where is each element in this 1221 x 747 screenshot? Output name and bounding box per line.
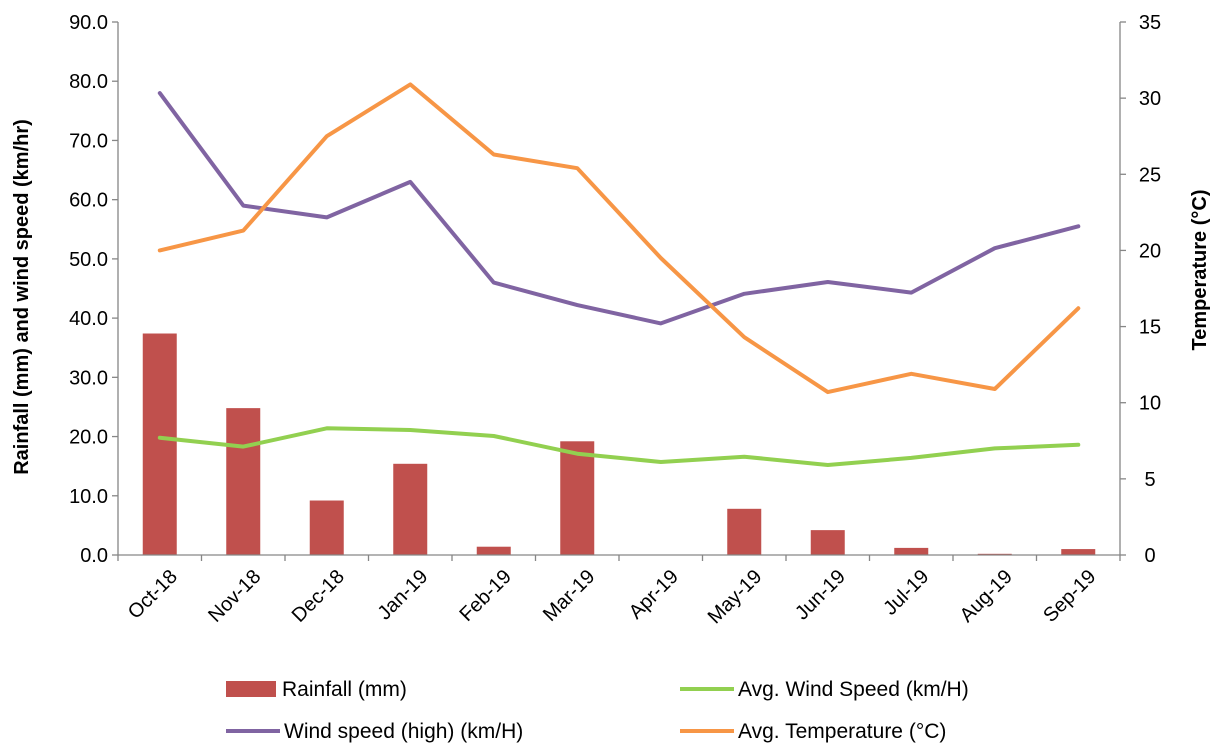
x-tick-label: Jan-19: [374, 566, 433, 625]
x-tick-label: Mar-19: [539, 566, 599, 626]
x-tick-label: May-19: [704, 566, 767, 629]
x-tick-label: Dec-18: [288, 566, 349, 627]
x-tick-label: Jul-19: [879, 566, 933, 620]
x-tick-label: Apr-19: [625, 566, 683, 624]
y-tick-label: 20.0: [69, 427, 108, 449]
rainfall-bar: [894, 547, 929, 555]
rainfall-bar: [1061, 549, 1096, 555]
y-tick-label: 60.0: [69, 190, 108, 212]
rainfall-bar: [142, 333, 177, 555]
y2-tick-label: 10: [1139, 393, 1161, 415]
y2-tick-label: 0: [1144, 545, 1155, 567]
axes: [112, 21, 1126, 561]
y-axis-title: Rainfall (mm) and wind speed (km/hr): [11, 119, 33, 475]
legend-swatch: [226, 681, 276, 697]
x-tick-label: Aug-19: [956, 566, 1017, 627]
series-line: [157, 82, 1081, 395]
y2-tick-label: 35: [1139, 12, 1161, 34]
y-tick-label: 0.0: [80, 545, 108, 567]
rainfall-bar: [810, 530, 845, 555]
y-tick-label: 90.0: [69, 12, 108, 34]
legend-label: Wind speed (high) (km/H): [284, 720, 523, 743]
x-tick-label: Sep-19: [1039, 566, 1100, 627]
rainfall-bar: [476, 546, 511, 555]
y-tick-label: 80.0: [69, 71, 108, 93]
y-tick-label: 50.0: [69, 249, 108, 271]
y2-axis-title: Temperature (°C): [1189, 190, 1211, 351]
y2-tick-label: 20: [1139, 240, 1161, 262]
y-tick-label: 10.0: [69, 486, 108, 508]
y2-tick-label: 25: [1139, 164, 1161, 186]
series-line: [157, 426, 1081, 467]
line-series: [157, 82, 1081, 467]
y2-tick-label: 15: [1139, 317, 1161, 339]
x-tick-label: Jun-19: [791, 566, 850, 625]
y-tick-label: 30.0: [69, 367, 108, 389]
x-tick-label: Oct-18: [124, 566, 182, 624]
bar-series: [142, 333, 1096, 555]
x-tick-label: Nov-18: [204, 566, 265, 627]
rainfall-bar: [393, 463, 428, 555]
x-tick-label: Feb-19: [456, 566, 516, 626]
rainfall-bar: [560, 441, 595, 555]
rainfall-bar: [309, 500, 344, 555]
series-line: [157, 91, 1081, 326]
y-tick-label: 40.0: [69, 308, 108, 330]
rainfall-bar: [226, 408, 261, 555]
y-tick-label: 70.0: [69, 130, 108, 152]
legend: Rainfall (mm) Avg. Wind Speed (km/H) Wind …: [226, 678, 969, 743]
legend-label: Rainfall (mm): [282, 678, 407, 701]
legend-label: Avg. Wind Speed (km/H): [738, 678, 969, 701]
rainfall-bar: [727, 508, 762, 555]
y2-tick-label: 30: [1139, 88, 1161, 110]
legend-label: Avg. Temperature (°C): [738, 720, 946, 743]
y2-tick-label: 5: [1144, 469, 1155, 491]
